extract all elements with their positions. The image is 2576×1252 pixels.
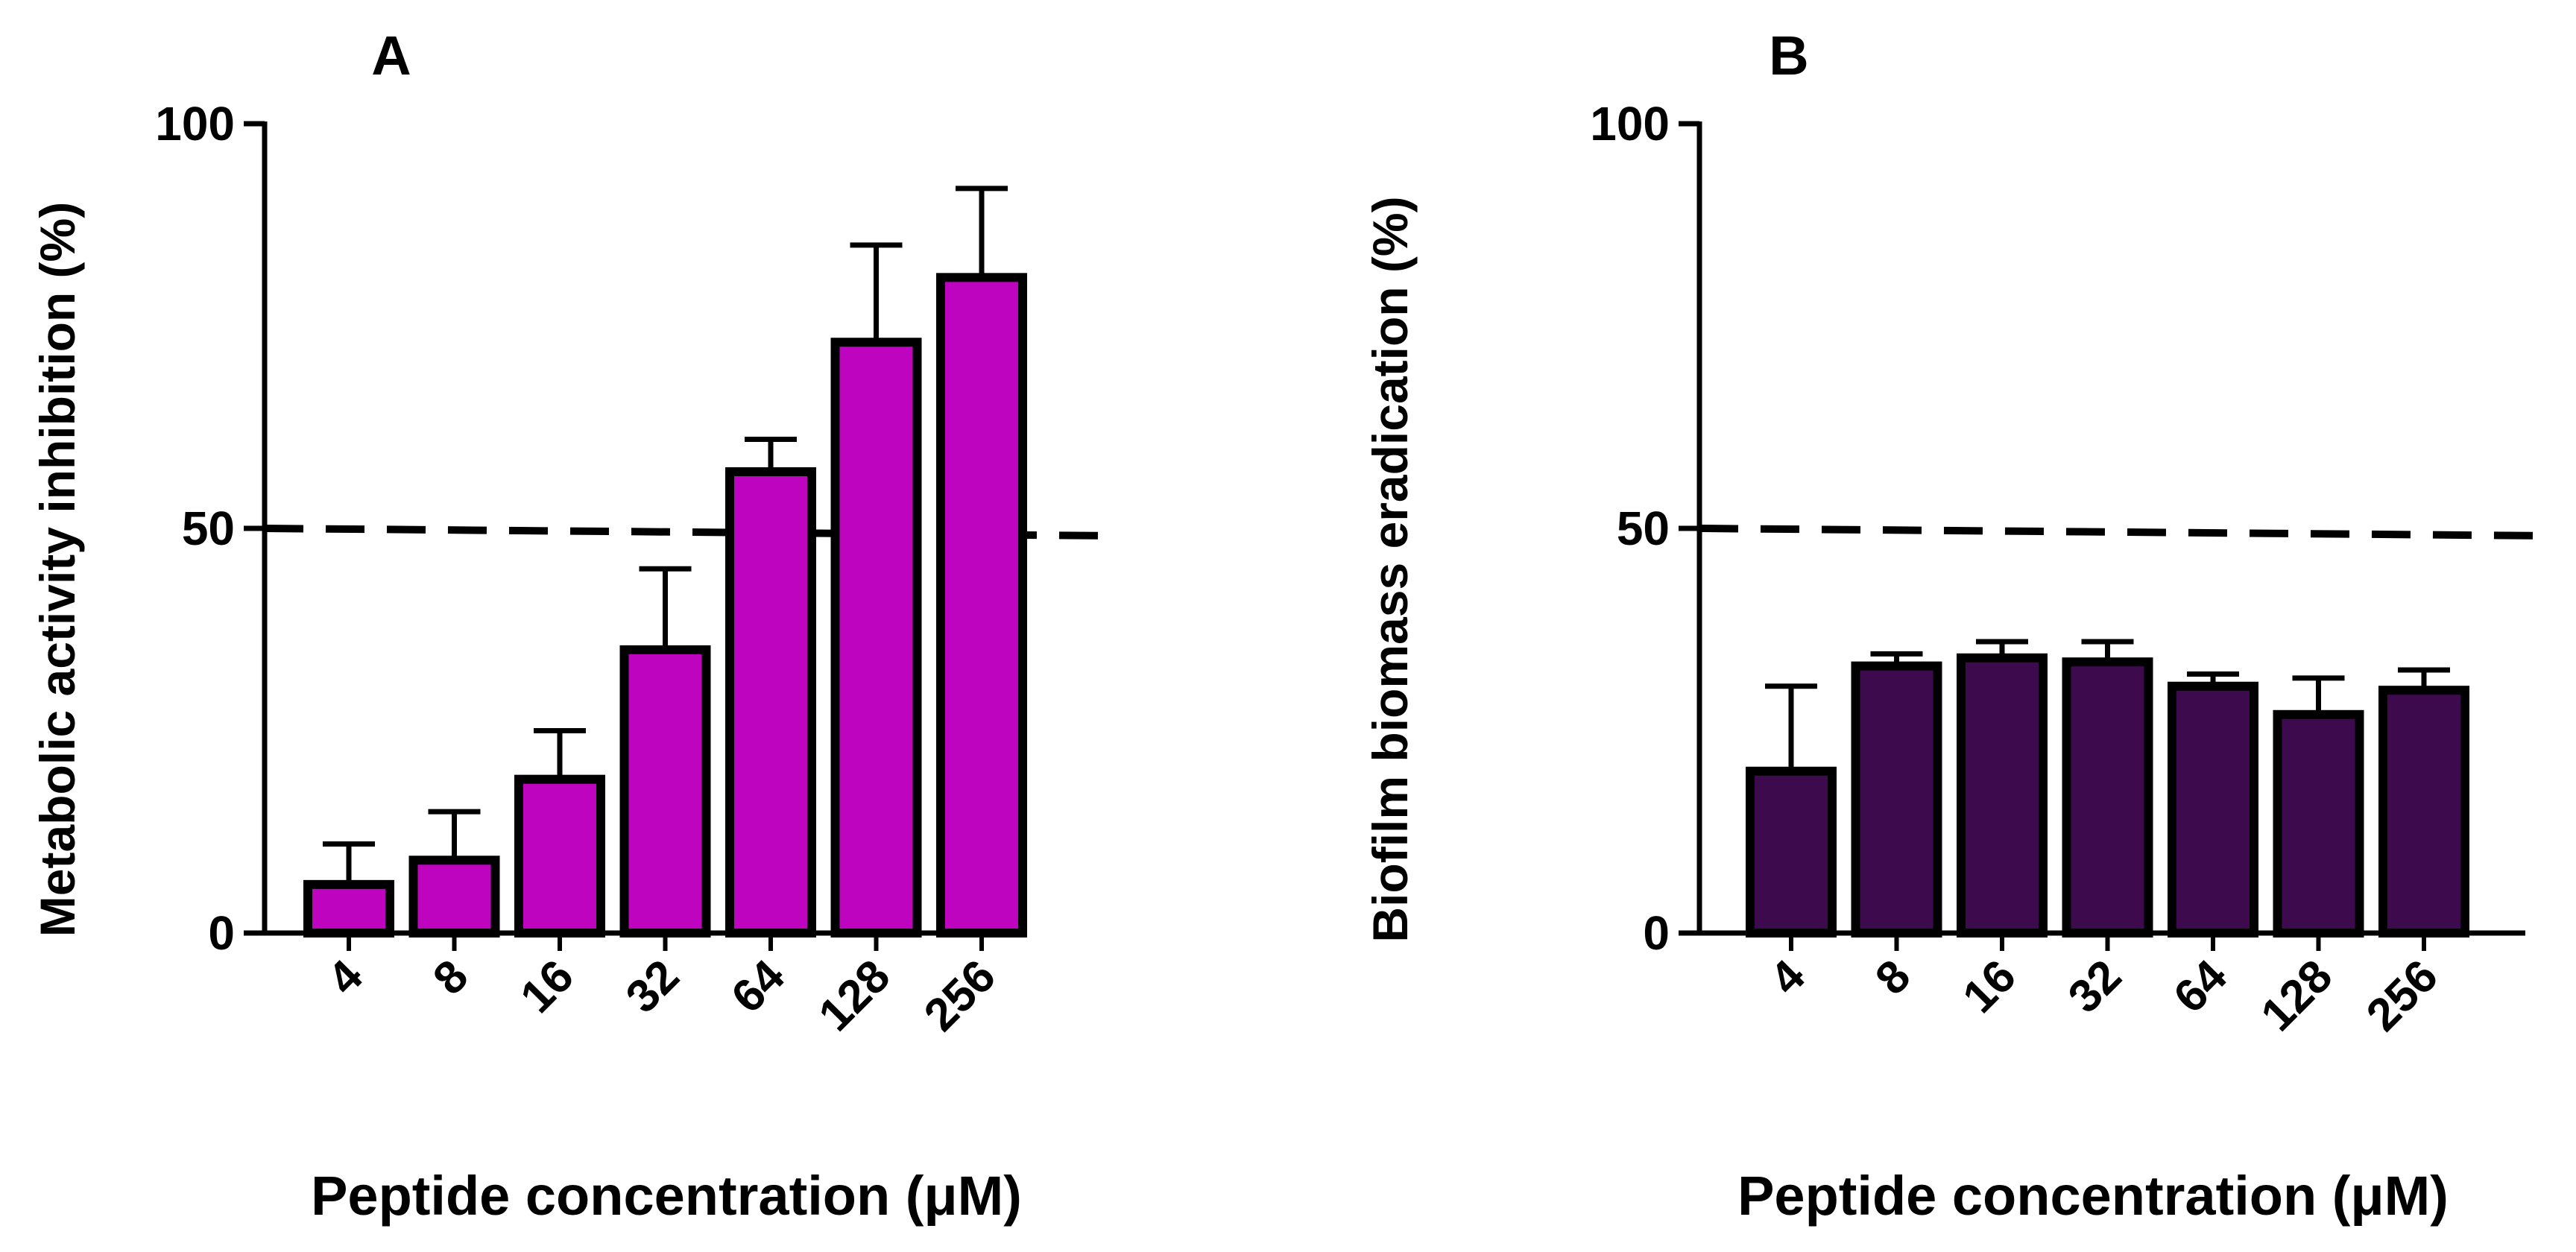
y-tick-label: 100 <box>155 97 235 151</box>
y-tick-label: 100 <box>1590 97 1670 151</box>
x-tick-label: 16 <box>511 950 584 1023</box>
threshold-line <box>1699 525 2550 540</box>
bar <box>2378 686 2469 938</box>
bar <box>936 273 1027 938</box>
bar <box>619 645 711 938</box>
bar <box>408 856 500 938</box>
bar <box>2168 681 2258 938</box>
x-tick-label: 256 <box>915 950 1006 1041</box>
y-axis-label: Biofilm biomass eradication (%) <box>1363 196 1418 942</box>
panel-b: B Biofilm biomass eradication (%) Peptid… <box>1363 25 2550 1227</box>
bar <box>1851 661 1942 938</box>
panel-a: A Metabolic activity inhibition (%) Pept… <box>30 25 1116 1227</box>
x-tick-label: 64 <box>722 950 795 1023</box>
bar <box>830 338 922 938</box>
reference-line <box>1699 525 2550 540</box>
bar-group <box>303 186 1027 938</box>
x-tick-label: 128 <box>2251 950 2342 1041</box>
bar <box>2273 709 2364 938</box>
x-tick-label: 4 <box>318 950 373 1005</box>
x-axis-label: Peptide concentration (μM) <box>1737 1165 2449 1227</box>
x-tick-label: 32 <box>2059 950 2132 1023</box>
x-tick-label: 4 <box>1761 950 1816 1005</box>
y-tick-label: 50 <box>1617 502 1670 555</box>
x-axis-label: Peptide concentration (μM) <box>311 1165 1022 1227</box>
x-tick-label: 64 <box>2164 950 2237 1023</box>
y-tick-label: 0 <box>208 906 235 960</box>
x-tick-label: 16 <box>1953 950 2026 1023</box>
bar-group <box>1746 639 2469 938</box>
panel-label: B <box>1769 25 1808 86</box>
x-tick-label: 256 <box>2357 950 2448 1041</box>
x-tick-label: 8 <box>1866 950 1920 1005</box>
bar <box>303 879 394 938</box>
x-tick-label: 8 <box>423 950 478 1005</box>
bar <box>514 774 605 938</box>
bar <box>1746 766 1837 938</box>
y-axis-label: Metabolic activity inhibition (%) <box>30 202 85 937</box>
y-tick-label: 50 <box>182 502 235 555</box>
bar <box>2062 657 2153 938</box>
panel-label: A <box>371 25 411 86</box>
bar <box>1957 653 2048 938</box>
x-tick-label: 32 <box>616 950 689 1023</box>
y-tick-label: 0 <box>1643 906 1670 960</box>
bar <box>725 467 816 938</box>
x-tick-label: 128 <box>809 950 900 1041</box>
